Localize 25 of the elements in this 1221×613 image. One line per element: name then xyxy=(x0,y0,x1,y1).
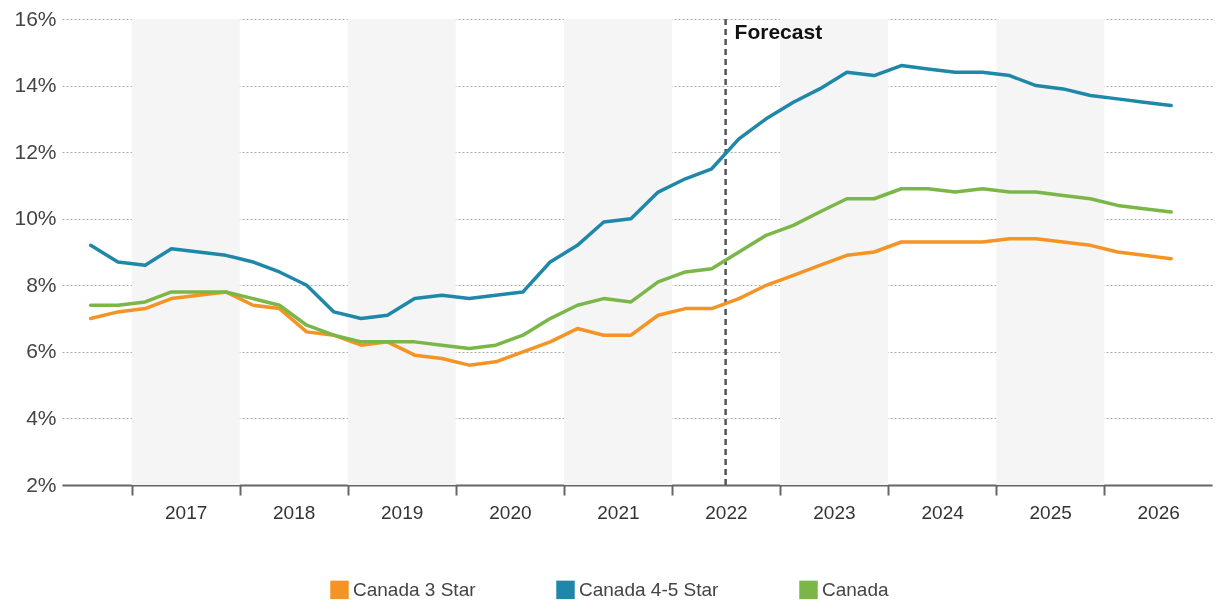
y-tick-label: 2% xyxy=(26,472,57,496)
x-tick-label: 2020 xyxy=(489,501,532,523)
x-tick-label: 2019 xyxy=(381,501,424,523)
line-series xyxy=(88,236,1173,367)
line-series xyxy=(88,187,1173,351)
x-tick-label: 2022 xyxy=(705,501,748,523)
y-tick-label: 8% xyxy=(26,272,57,296)
x-tick-label: 2024 xyxy=(921,501,965,523)
x-tick-label: 2023 xyxy=(813,501,856,523)
y-tick-label: 10% xyxy=(14,206,57,230)
x-tick-label: 2018 xyxy=(273,501,316,523)
legend-label: Canada 3 Star xyxy=(353,578,477,600)
y-tick-label: 16% xyxy=(14,6,57,30)
legend-label: Canada 4-5 Star xyxy=(579,578,720,600)
legend-label: Canada xyxy=(822,578,889,600)
ref-line-label: Forecast xyxy=(734,20,823,43)
y-tick-label: 12% xyxy=(14,139,57,163)
y-tick-label: 4% xyxy=(26,405,57,429)
x-tick-label: 2017 xyxy=(165,501,208,523)
x-tick-label: 2021 xyxy=(597,501,640,523)
y-tick-label: 14% xyxy=(14,73,57,97)
y-tick-label: 6% xyxy=(26,339,57,363)
line-series xyxy=(88,63,1173,321)
x-tick-label: 2025 xyxy=(1029,501,1072,523)
x-tick-label: 2026 xyxy=(1137,501,1180,523)
